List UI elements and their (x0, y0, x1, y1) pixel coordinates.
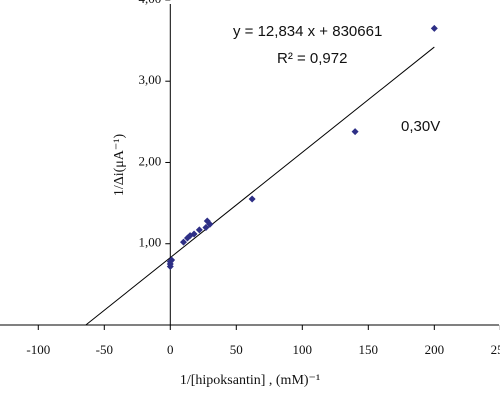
point (202, 223, 210, 231)
point (351, 128, 359, 136)
series-label: 0,30V (401, 118, 440, 135)
x-tick-label: 150 (359, 342, 379, 357)
y-axis-label: 1/Δi(μA⁻¹) (112, 134, 127, 197)
point (190, 230, 198, 238)
y-tick-label: 1,00 (139, 235, 162, 250)
point (248, 195, 256, 203)
x-tick-label: 100 (293, 342, 313, 357)
equation: y = 12,834 x + 830661 (233, 23, 382, 40)
r-squared: R² = 0,972 (277, 50, 347, 67)
y-tick-label: 2,00 (139, 153, 162, 168)
x-tick-label: 50 (230, 342, 243, 357)
x-tick-label: -100 (26, 342, 50, 357)
x-tick-label: 0 (167, 342, 174, 357)
x-tick-label: 200 (425, 342, 445, 357)
trendline (85, 46, 435, 326)
x-tick-label: -50 (96, 342, 113, 357)
y-tick-label: 4,00 (139, 0, 162, 6)
point (206, 220, 214, 228)
x-axis-label: 1/[hipoksantin] , (mM)⁻¹ (180, 373, 320, 388)
point (430, 24, 438, 32)
x-tick-label: 250 (491, 342, 500, 357)
point (195, 226, 203, 234)
y-tick-label: 3,00 (139, 72, 162, 87)
point (168, 256, 176, 264)
point (179, 238, 187, 246)
